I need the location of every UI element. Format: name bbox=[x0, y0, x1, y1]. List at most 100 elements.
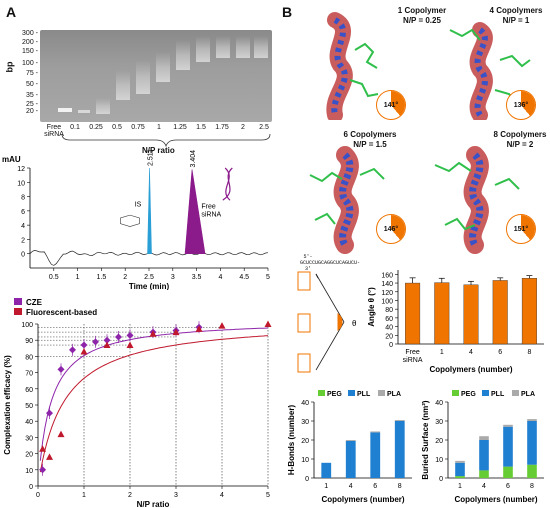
bar-y-tick-label: 10 bbox=[301, 457, 309, 464]
stacked-bar-segment bbox=[370, 432, 381, 478]
bar-x-label: Copolymers (number) bbox=[454, 495, 537, 504]
bar-category-label: Free bbox=[405, 349, 420, 356]
bar-category-label: 8 bbox=[530, 483, 534, 490]
ce-fluor-point bbox=[80, 348, 88, 355]
bar-y-tick-label: 20 bbox=[435, 438, 443, 445]
angle-badge: 141° bbox=[376, 90, 406, 120]
bar-y-tick-label: 40 bbox=[435, 400, 443, 407]
cze-peak-time: 3.404 bbox=[190, 150, 197, 167]
ce-fluor-point bbox=[264, 320, 272, 327]
ce-x-tick-label: 1 bbox=[82, 492, 86, 499]
bar-y-tick-label: 20 bbox=[301, 438, 309, 445]
cze-y-tick-label: 6 bbox=[21, 209, 25, 216]
gel-band-free bbox=[58, 108, 72, 112]
helix-strand bbox=[224, 167, 231, 201]
gel-np-label: N/P ratio bbox=[142, 146, 175, 155]
bar bbox=[463, 284, 479, 345]
cze-x-tick-label: 4.5 bbox=[239, 274, 249, 281]
legend-label: PEG bbox=[461, 391, 476, 398]
cze-x-tick-label: 2.5 bbox=[144, 274, 154, 281]
stacked-bar-segment bbox=[503, 466, 513, 478]
stacked-bar-segment bbox=[394, 420, 405, 421]
bar bbox=[405, 282, 421, 345]
gel-np-brace bbox=[61, 133, 271, 148]
helix-strand bbox=[222, 167, 233, 201]
structure-title: 6 Copolymers bbox=[343, 130, 397, 139]
bar-category-label: 6 bbox=[373, 483, 377, 490]
molecule-image bbox=[326, 12, 379, 120]
bar-y-tick-label: 100 bbox=[381, 298, 393, 305]
gel-lane-label: Free siRNA bbox=[44, 124, 64, 138]
cze-peak-name: IS bbox=[135, 202, 142, 209]
gel-smear bbox=[176, 40, 190, 70]
ce-fit-curve bbox=[39, 327, 269, 461]
angle-badge: 136° bbox=[506, 90, 536, 120]
gel-smear bbox=[116, 70, 130, 100]
ce-y-label: Complexation efficacy (%) bbox=[3, 355, 12, 455]
ce-fluor-point bbox=[57, 430, 65, 438]
cze-peak bbox=[147, 167, 152, 255]
stacked-bar-segment bbox=[455, 476, 465, 478]
cze-peak bbox=[184, 169, 206, 255]
structure-title: 8 Copolymers bbox=[493, 130, 547, 139]
bar-category-label: 8 bbox=[527, 349, 531, 356]
cze-y-tick-label: 4 bbox=[21, 223, 25, 230]
stacked-bar-segment bbox=[321, 462, 332, 478]
bar bbox=[434, 282, 450, 345]
bar bbox=[492, 280, 508, 345]
ce-fluor-point bbox=[218, 322, 226, 329]
gel-lane-label: 0.25 bbox=[89, 124, 103, 131]
ce-fluor-point bbox=[126, 341, 134, 349]
bar-y-label: Buried Surface (nm²) bbox=[421, 400, 430, 479]
ce-y-tick-label: 10 bbox=[25, 468, 33, 475]
is-ring bbox=[120, 214, 140, 227]
legend-swatch bbox=[482, 390, 489, 396]
stacked-bar-segment bbox=[527, 421, 537, 465]
bar-category-label: 1 bbox=[324, 483, 328, 490]
panel-letter-b: B bbox=[282, 4, 293, 20]
bar-y-tick-label: 20 bbox=[385, 333, 393, 340]
stacked-bar-segment bbox=[527, 464, 537, 478]
ce-x-tick-label: 0 bbox=[36, 492, 40, 499]
ce-fit-curve bbox=[39, 335, 269, 473]
bar bbox=[521, 278, 537, 345]
molecule-image bbox=[434, 146, 520, 254]
gel-ladder-tick: 75 - bbox=[25, 70, 38, 77]
legend-label: Fluorescent-based bbox=[26, 308, 97, 317]
gel-ladder-tick: 50 - bbox=[25, 81, 38, 88]
structure-np: N/P = 2 bbox=[506, 140, 534, 149]
stacked-bar-segment bbox=[345, 440, 356, 441]
legend-label: PLA bbox=[387, 391, 401, 398]
structure-title: 1 Copolymer bbox=[397, 6, 447, 15]
bar-category-label: 4 bbox=[469, 349, 473, 356]
legend-swatch bbox=[318, 390, 325, 396]
legend-label: CZE bbox=[26, 298, 43, 307]
legend-swatch bbox=[452, 390, 459, 396]
gel-ladder-tick: 20 - bbox=[25, 108, 38, 115]
angle-badge: 146° bbox=[376, 214, 406, 244]
cze-x-tick-label: 3.5 bbox=[192, 274, 202, 281]
ce-cze-point bbox=[46, 409, 53, 417]
bar-category-label: 1 bbox=[458, 483, 462, 490]
cze-y-tick-label: 12 bbox=[17, 166, 25, 173]
bar-y-tick-label: 40 bbox=[385, 325, 393, 332]
structure-np: N/P = 0.25 bbox=[403, 16, 441, 25]
bar-x-label: Copolymers (number) bbox=[321, 495, 404, 504]
cze-y-tick-label: 2 bbox=[21, 237, 25, 244]
stacked-bar-segment bbox=[503, 426, 513, 467]
cze-x-tick-label: 0.5 bbox=[49, 274, 59, 281]
ce-cze-point bbox=[39, 466, 47, 474]
bar-category-label: 4 bbox=[349, 483, 353, 490]
ce-y-tick-label: 60 bbox=[25, 387, 33, 394]
gel-smear bbox=[216, 36, 230, 58]
gel-image bbox=[40, 30, 272, 122]
structure-np: N/P = 1 bbox=[502, 16, 530, 25]
ce-x-label: N/P ratio bbox=[137, 500, 170, 508]
theta-symbol: θ bbox=[352, 319, 357, 328]
gel-ladder-tick: 35 - bbox=[25, 92, 38, 99]
ce-y-tick-label: 0 bbox=[29, 484, 33, 491]
ce-fluor-point bbox=[46, 453, 53, 460]
ce-fluor-point bbox=[195, 325, 203, 332]
structure-title: 4 Copolymers bbox=[489, 6, 543, 15]
bar-y-label: H-Bonds (number) bbox=[287, 405, 296, 476]
